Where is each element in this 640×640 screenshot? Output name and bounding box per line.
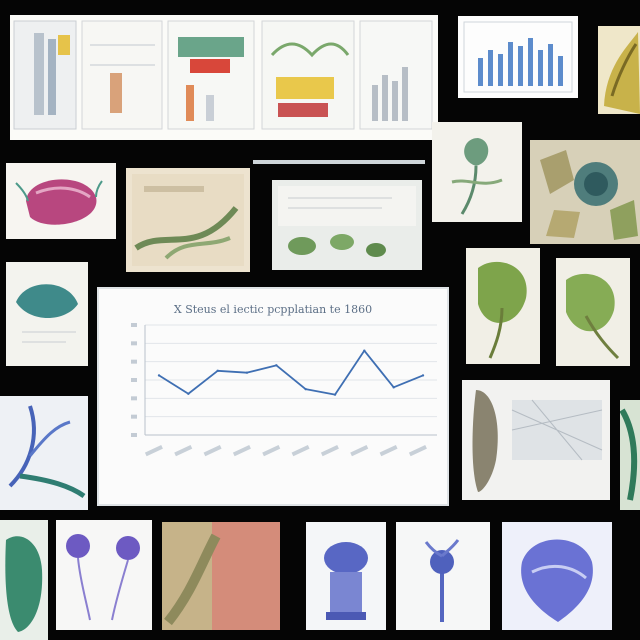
x-tick-mark [232,444,251,457]
y-tick-label [131,414,137,419]
green-seed-illustration [6,262,88,366]
line-chart [131,323,437,457]
plant-specimen-right [556,258,630,366]
blue-anatomy-illustration [502,522,612,630]
leaves-panel [272,180,422,270]
data-point [333,393,337,396]
data-point [157,374,161,377]
x-tick-mark [262,444,281,457]
data-point [216,369,219,373]
data-point [392,386,395,389]
green-jar-illustration [0,520,48,640]
y-tick-label [131,378,137,382]
y-tick-label [131,341,137,346]
blue-plant-sketch [396,522,490,630]
green-edge-illustration [620,400,640,510]
x-tick-mark [174,444,193,457]
root-sketch [126,168,250,272]
pink-organ-illustration [6,163,116,239]
series-line [158,349,424,396]
leaf-study [432,122,522,222]
cell-pattern [530,140,640,244]
x-tick-mark [291,444,310,457]
plant-photo-yellow [598,26,640,114]
x-tick-mark [350,444,369,457]
building-diagrams-collage [10,15,438,140]
y-tick-label [131,359,137,364]
data-point [421,374,425,377]
bar-chart-panel [458,16,578,98]
blue-branch-illustration [0,396,88,510]
y-tick-label [131,433,137,437]
data-point [304,387,307,391]
data-point [363,349,366,352]
tissue-photo [162,522,280,630]
bone-mesh-illustration [462,380,610,500]
y-tick-label [131,396,137,401]
data-point [245,371,249,374]
y-tick-label [131,323,137,327]
purple-flower-sketch [56,520,152,630]
x-tick-mark [320,444,339,457]
line-chart-card: X Steus el iectic pcpplatian te 1860 [97,287,449,506]
x-tick-mark [144,444,163,457]
x-tick-mark [379,444,398,457]
caption-bar [253,160,425,164]
chart-title: X Steus el iectic pcpplatian te 1860 [173,303,373,316]
blue-vase-illustration [306,522,386,630]
x-tick-mark [203,444,222,457]
data-point [275,364,278,367]
x-tick-mark [408,444,427,457]
data-point [187,392,190,395]
plant-specimen-left [466,248,540,364]
